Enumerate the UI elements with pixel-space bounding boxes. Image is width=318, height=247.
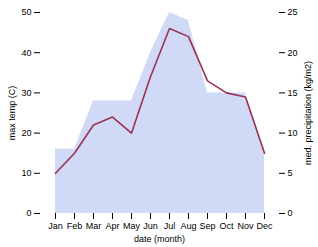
svg-text:Mar: Mar <box>86 221 102 231</box>
svg-text:med. precipitation (kg/m2): med. precipitation (kg/m2) <box>303 61 313 165</box>
svg-text:Jul: Jul <box>164 221 176 231</box>
svg-text:Nov: Nov <box>237 221 254 231</box>
svg-text:20: 20 <box>288 48 298 58</box>
svg-text:Jan: Jan <box>48 221 63 231</box>
svg-text:Apr: Apr <box>105 221 119 231</box>
svg-text:Feb: Feb <box>67 221 83 231</box>
svg-text:10: 10 <box>21 168 31 178</box>
svg-text:5: 5 <box>288 168 293 178</box>
svg-text:Sep: Sep <box>199 221 215 231</box>
svg-text:10: 10 <box>288 128 298 138</box>
svg-text:15: 15 <box>288 88 298 98</box>
svg-text:50: 50 <box>21 7 31 17</box>
svg-text:May: May <box>123 221 141 231</box>
svg-text:25: 25 <box>288 7 298 17</box>
svg-text:max temp (C): max temp (C) <box>7 86 17 141</box>
svg-text:Jun: Jun <box>143 221 158 231</box>
svg-text:0: 0 <box>288 208 293 218</box>
svg-text:Aug: Aug <box>180 221 196 231</box>
svg-text:Dec: Dec <box>256 221 273 231</box>
svg-text:date (month): date (month) <box>134 234 185 244</box>
svg-text:40: 40 <box>21 48 31 58</box>
svg-text:Oct: Oct <box>219 221 234 231</box>
svg-text:0: 0 <box>26 208 31 218</box>
svg-text:30: 30 <box>21 88 31 98</box>
svg-text:20: 20 <box>21 128 31 138</box>
